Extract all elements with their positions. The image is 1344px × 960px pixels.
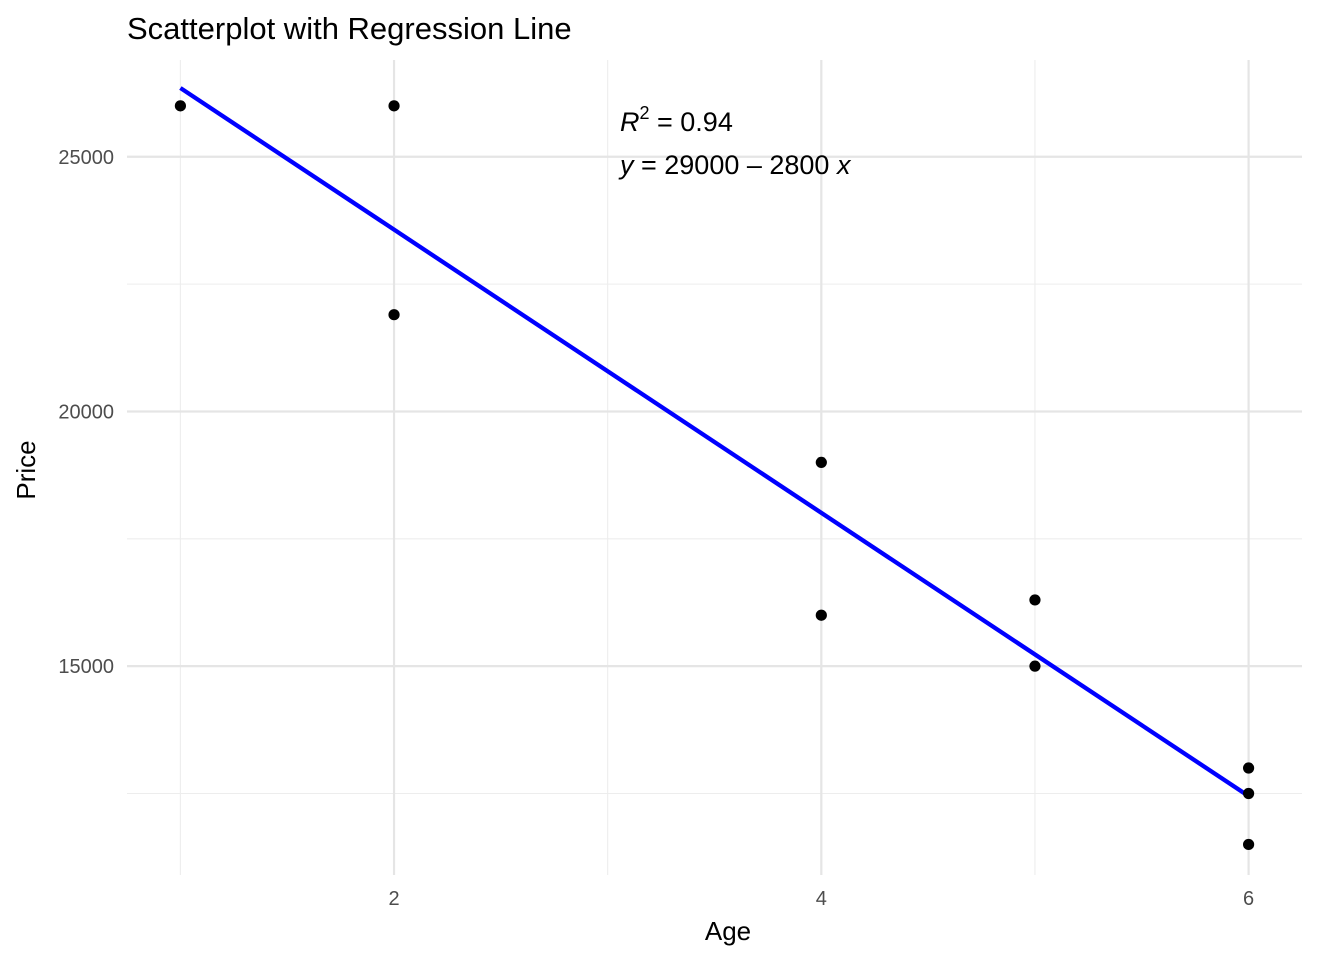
- r-squared-symbol: R: [620, 107, 640, 137]
- data-point: [388, 309, 400, 321]
- x-tick-label: 4: [816, 888, 827, 910]
- r-squared-exponent: 2: [640, 103, 650, 123]
- regression-line-group: [179, 86, 1250, 798]
- data-point: [1242, 838, 1255, 851]
- data-point: [815, 609, 827, 621]
- x-axis-ticks: 2 4 6: [388, 888, 1254, 910]
- regression-equation: y = 29000 – 2800 x: [618, 150, 852, 180]
- data-point: [1029, 660, 1041, 672]
- grid: [127, 60, 1302, 875]
- y-tick-label: 15000: [58, 656, 114, 678]
- data-point: [1242, 762, 1255, 774]
- y-tick-label: 20000: [58, 401, 114, 423]
- data-point: [388, 100, 400, 112]
- r-squared-value: = 0.94: [650, 107, 733, 137]
- y-axis-title: Price: [11, 440, 41, 499]
- x-tick-label: 6: [1243, 888, 1254, 910]
- regression-line: [179, 86, 1250, 798]
- data-point: [1242, 787, 1255, 800]
- x-tick-label: 2: [388, 888, 399, 910]
- data-point: [815, 456, 827, 469]
- equation-middle: = 29000 – 2800: [634, 150, 837, 180]
- y-axis-ticks: 15000 20000 25000: [58, 147, 114, 678]
- chart-title: Scatterplot with Regression Line: [127, 11, 572, 46]
- data-point: [1029, 594, 1041, 606]
- r-squared-annotation: R2 = 0.94: [620, 103, 733, 137]
- y-tick-label: 25000: [58, 147, 114, 169]
- data-point: [174, 100, 187, 112]
- equation-variable: x: [835, 150, 852, 180]
- equation-lhs: y: [618, 150, 635, 180]
- data-points: [174, 100, 1255, 851]
- x-axis-title: Age: [705, 916, 751, 946]
